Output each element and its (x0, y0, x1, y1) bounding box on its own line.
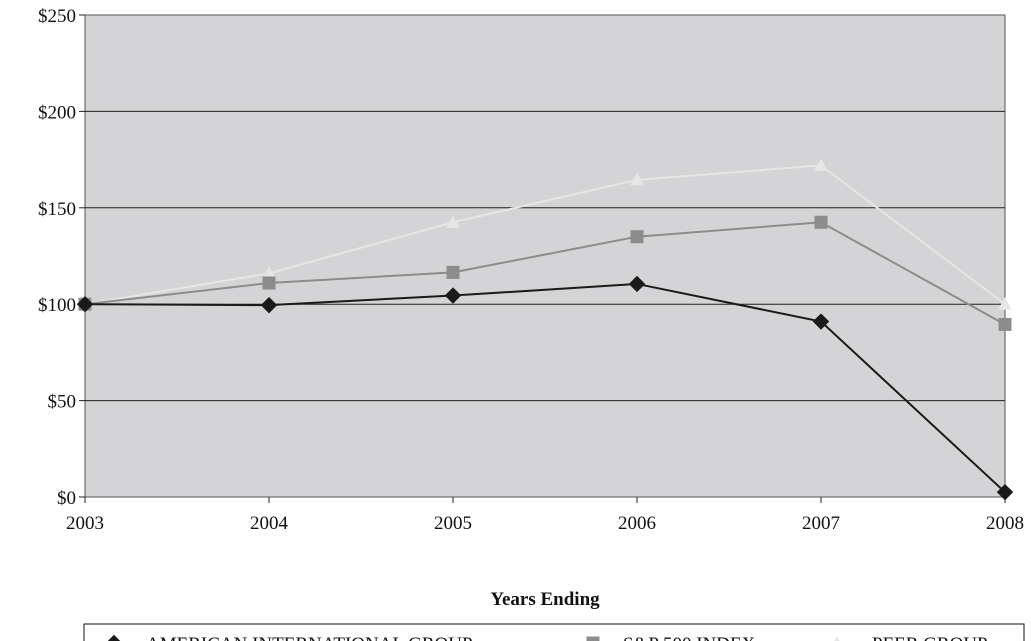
y-tick-label: $0 (57, 488, 76, 509)
data-point-square (814, 215, 828, 229)
legend-marker-triangle (834, 636, 840, 641)
data-point-diamond (996, 483, 1014, 501)
data-point-triangle (262, 266, 276, 279)
legend-item: S&P 500 INDEX (586, 634, 756, 641)
series-line (84, 221, 1006, 326)
y-tick-label: $250 (38, 6, 76, 27)
series-line (84, 282, 1006, 493)
y-axis: $0 $50 $100 $150 $200 $250 (38, 6, 85, 509)
legend-label: PEER GROUP (872, 634, 988, 641)
legend-label: AMERICAN INTERNATIONAL GROUP (146, 634, 473, 641)
x-axis: 2003 2004 2005 2006 2007 2008 (66, 497, 1024, 534)
y-tick-label: $50 (48, 392, 77, 413)
data-point-diamond (260, 296, 278, 314)
x-axis-title: Years Ending (490, 589, 600, 610)
legend-marker-square (586, 636, 600, 641)
legend-label: S&P 500 INDEX (623, 634, 756, 641)
data-point-triangle (998, 297, 1012, 310)
legend-item: PEER GROUP (834, 634, 988, 641)
data-point-diamond (628, 275, 646, 293)
data-point-square (262, 276, 276, 290)
data-point-triangle (446, 215, 460, 228)
data-point-square (998, 317, 1012, 331)
y-tick-label: $200 (38, 102, 76, 123)
series-line (84, 164, 1006, 306)
y-tick-label: $100 (38, 295, 76, 316)
series-diamond (76, 275, 1014, 501)
data-point-diamond (812, 313, 830, 330)
x-tick-label: 2007 (802, 513, 840, 534)
data-point-diamond (76, 295, 94, 313)
x-tick-label: 2005 (434, 513, 472, 534)
series-layer (76, 158, 1014, 501)
data-point-diamond (444, 287, 462, 304)
data-point-square (446, 265, 460, 279)
legend-item: AMERICAN INTERNATIONAL GROUP (107, 634, 473, 641)
data-point-triangle (814, 158, 828, 171)
x-tick-label: 2003 (66, 513, 104, 534)
plot-area (84, 14, 1006, 498)
legend-box (83, 623, 1025, 641)
x-tick-label: 2006 (618, 513, 656, 534)
data-point-square (630, 230, 644, 244)
x-tick-label: 2004 (250, 513, 289, 534)
data-point-triangle (630, 172, 644, 186)
legend: AMERICAN INTERNATIONAL GROUP S&P 500 INDE… (83, 623, 1025, 641)
y-tick-label: $150 (38, 199, 76, 220)
x-tick-label: 2008 (986, 513, 1024, 534)
